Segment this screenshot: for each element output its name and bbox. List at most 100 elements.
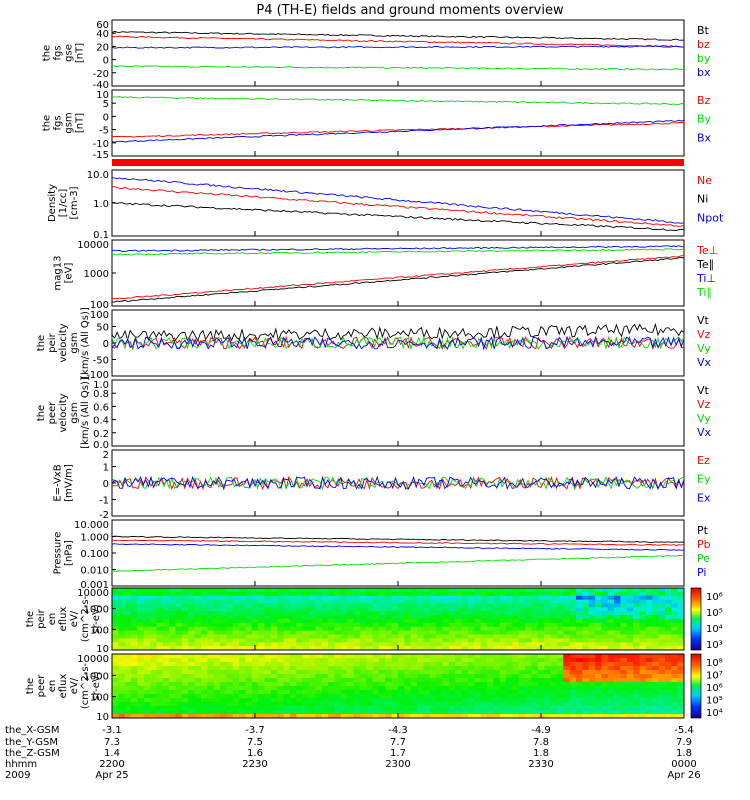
spectrogram-cell (359, 630, 367, 635)
spectrogram-cell (544, 638, 552, 643)
spectrogram-cell (486, 630, 494, 635)
y-tick-label: 5 (103, 99, 109, 110)
spectrogram-cell (525, 666, 532, 671)
spectrogram-cell (664, 626, 672, 632)
spectrogram-cell (525, 714, 532, 719)
spectrogram-cell (677, 626, 685, 632)
spectrogram-cell (410, 702, 418, 707)
spectrogram-cell (162, 622, 170, 628)
spectrogram-cell (264, 595, 272, 601)
spectrogram-cell (645, 599, 653, 604)
spectrogram-cell (258, 670, 266, 675)
spectrogram-cell (220, 710, 227, 715)
colorbar-tick-label: 10⁸ (706, 658, 723, 669)
spectrogram-cell (550, 658, 558, 663)
spectrogram-cell (461, 603, 469, 608)
spectrogram-cell (169, 638, 177, 643)
spectrogram-cell (486, 642, 494, 647)
y-axis-label: eflux (58, 674, 69, 699)
spectrogram-cell (614, 595, 621, 601)
spectrogram-cell (633, 622, 641, 628)
spectrogram-cell (112, 642, 119, 647)
spectrogram-cell (607, 690, 615, 695)
spectrogram-cell (137, 599, 145, 604)
spectrogram-cell (334, 690, 342, 695)
spectrogram-cell (537, 615, 545, 620)
spectrogram-cell (518, 678, 526, 683)
spectrogram-cell (423, 595, 431, 601)
series-line-Bt (111, 30, 684, 41)
spectrogram-cell (601, 588, 609, 593)
spectrogram-cell (652, 710, 660, 715)
y-axis-label: E=-VxB (53, 464, 64, 501)
spectrogram-cell (639, 670, 647, 675)
spectrogram-cell (289, 658, 297, 663)
spectrogram-cell (677, 615, 685, 620)
spectrogram-cell (315, 682, 323, 687)
series-line-bx (111, 45, 685, 49)
legend-Ni: Ni (697, 193, 708, 206)
spectrogram-cell (569, 615, 577, 620)
spectrogram-cell (512, 698, 520, 703)
spectrogram-cell (556, 615, 564, 620)
spectrogram-cell (245, 611, 253, 616)
spectrogram-cell (150, 591, 157, 597)
spectrogram-cell (633, 682, 641, 687)
spectrogram-cell (423, 670, 431, 675)
spectrogram-cell (626, 630, 634, 635)
spectrogram-cell (652, 706, 660, 711)
spectrogram-cell (448, 634, 456, 639)
spectrogram-cell (398, 686, 405, 691)
spectrogram-cell (207, 706, 215, 711)
spectrogram-cell (677, 607, 685, 612)
spectrogram-cell (340, 626, 348, 632)
spectrogram-cell (378, 607, 386, 612)
spectrogram-cell (181, 611, 189, 616)
series-line-Bx (111, 119, 685, 143)
spectrogram-cell (353, 595, 361, 601)
spectrogram-cell (512, 706, 520, 711)
spectrogram-cell (137, 638, 145, 643)
spectrogram-cell (270, 710, 278, 715)
spectrogram-cell (328, 595, 335, 601)
spectrogram-cell (512, 666, 520, 671)
spectrogram-cell (664, 595, 672, 601)
spectrogram-cell (207, 615, 215, 620)
spectrogram-cell (213, 658, 221, 663)
spectrogram-cell (289, 666, 297, 671)
spectrogram-cell (614, 646, 621, 651)
spectrogram-cell (334, 654, 342, 659)
spectrogram-cell (436, 622, 443, 628)
spectrogram-cell (639, 588, 647, 593)
spectrogram-cell (200, 595, 208, 601)
spectrogram-cell (124, 588, 132, 593)
y-tick-label: 100 (90, 625, 109, 636)
spectrogram-cell (658, 588, 666, 593)
spectrogram-cell (467, 706, 475, 711)
spectrogram-cell (289, 694, 297, 699)
spectrogram-cell (309, 690, 316, 695)
spectrogram-cell (124, 599, 132, 604)
spectrogram-cell (436, 638, 443, 643)
spectrogram-cell (595, 634, 602, 639)
spectrogram-cell (283, 710, 291, 715)
footer-value-x: -5.4 (674, 725, 694, 736)
y-axis-label: (cm^2-s- (80, 595, 91, 642)
spectrogram-cell (601, 626, 609, 632)
spectrogram-cell (232, 591, 240, 597)
spectrogram-cell (677, 714, 685, 719)
spectrogram-cell (207, 714, 215, 719)
spectrogram-cell (194, 674, 202, 679)
spectrogram-cell (506, 698, 513, 703)
spectrogram-cell (270, 714, 278, 719)
spectrogram-cell (582, 662, 590, 667)
spectrogram-cell (131, 690, 138, 695)
spectrogram-cell (207, 678, 215, 683)
spectrogram-cell (194, 607, 202, 612)
spectrogram-cell (461, 686, 469, 691)
spectrogram-cell (264, 670, 272, 675)
spectrogram-cell (143, 595, 151, 601)
spectrogram-cell (156, 670, 164, 675)
spectrogram-cell (194, 702, 202, 707)
spectrogram-cell (614, 619, 621, 624)
